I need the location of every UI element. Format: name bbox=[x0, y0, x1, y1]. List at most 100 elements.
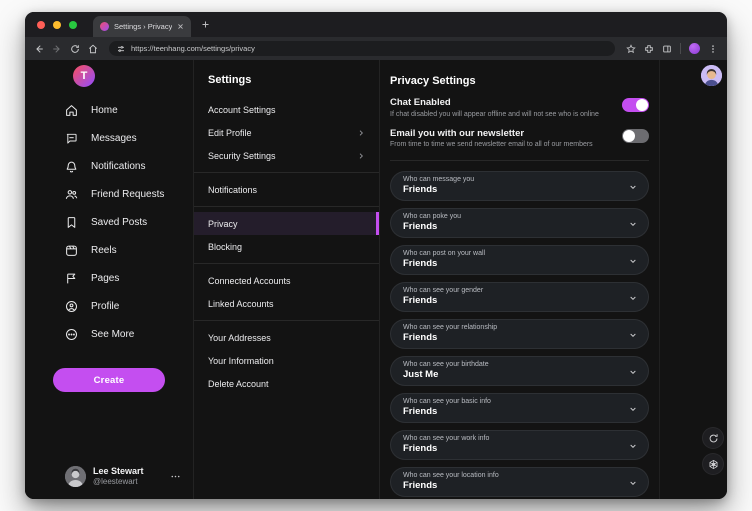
sidebar-item-messages[interactable]: Messages bbox=[25, 124, 193, 152]
dropdown-who-can-see-your-birthdate[interactable]: Who can see your birthdate Just Me bbox=[390, 356, 649, 386]
browser-tab[interactable]: Settings › Privacy bbox=[93, 16, 191, 37]
settings-nav-item-delete-account[interactable]: Delete Account bbox=[194, 372, 379, 395]
profile-avatar[interactable] bbox=[701, 65, 722, 86]
browser-profile-avatar[interactable] bbox=[689, 43, 700, 54]
settings-nav-item-connected-accounts[interactable]: Connected Accounts bbox=[194, 269, 379, 292]
reels-icon bbox=[66, 245, 77, 256]
tab-title: Settings › Privacy bbox=[114, 22, 172, 31]
create-button[interactable]: Create bbox=[53, 368, 165, 392]
sidebar: T Home Messages Notifications Friend Req… bbox=[25, 60, 193, 499]
site-settings-icon[interactable] bbox=[117, 45, 125, 53]
zoom-button[interactable] bbox=[69, 20, 77, 29]
settings-nav-label: Blocking bbox=[208, 241, 243, 252]
more-icon bbox=[66, 328, 77, 340]
app-body: T Home Messages Notifications Friend Req… bbox=[25, 60, 727, 499]
sidebar-item-friend-requests[interactable]: Friend Requests bbox=[25, 180, 193, 208]
settings-nav-item-security-settings[interactable]: Security Settings bbox=[194, 144, 379, 167]
newsletter-toggle[interactable] bbox=[622, 128, 649, 143]
refresh-fab[interactable] bbox=[702, 427, 724, 449]
dropdown-who-can-post-on-your-wall[interactable]: Who can post on your wall Friends bbox=[390, 245, 649, 275]
divider bbox=[194, 172, 379, 173]
current-user[interactable]: Lee Stewart @leestewart bbox=[25, 466, 193, 489]
settings-nav-label: Edit Profile bbox=[208, 127, 252, 138]
app-logo[interactable]: T bbox=[73, 65, 95, 87]
user-handle: @leestewart bbox=[93, 477, 138, 486]
address-bar[interactable]: https://teenhang.com/settings/privacy bbox=[109, 41, 615, 56]
toggle-knob bbox=[636, 99, 648, 111]
sidebar-item-label: Pages bbox=[91, 272, 120, 284]
dropdown-who-can-see-your-gender[interactable]: Who can see your gender Friends bbox=[390, 282, 649, 312]
sidebar-item-label: See More bbox=[91, 328, 135, 340]
settings-nav-item-account-settings[interactable]: Account Settings bbox=[194, 98, 379, 121]
bookmark-star-icon[interactable] bbox=[626, 43, 636, 54]
dropdown-label: Who can post on your wall bbox=[403, 250, 486, 257]
reload-icon[interactable] bbox=[70, 44, 80, 54]
sidebar-item-home[interactable]: Home bbox=[25, 96, 193, 124]
settings-nav-title: Settings bbox=[208, 74, 252, 86]
theme-fab[interactable] bbox=[702, 453, 724, 475]
dropdown-value: Friends bbox=[403, 443, 438, 454]
forward-icon[interactable] bbox=[52, 44, 62, 54]
active-indicator bbox=[376, 212, 379, 235]
home-nav-icon[interactable] bbox=[88, 44, 98, 54]
dropdown-who-can-message-you[interactable]: Who can message you Friends bbox=[390, 171, 649, 201]
chevron-down-icon bbox=[630, 259, 636, 263]
extensions-icon[interactable] bbox=[644, 44, 654, 54]
logo-letter: T bbox=[80, 70, 88, 82]
dropdown-who-can-poke-you[interactable]: Who can poke you Friends bbox=[390, 208, 649, 238]
dropdown-label: Who can see your work info bbox=[403, 435, 490, 442]
settings-nav-label: Delete Account bbox=[208, 378, 269, 389]
sidebar-item-notifications[interactable]: Notifications bbox=[25, 152, 193, 180]
dropdown-who-can-see-your-relationship[interactable]: Who can see your relationship Friends bbox=[390, 319, 649, 349]
chevron-down-icon bbox=[630, 370, 636, 374]
sidebar-item-reels[interactable]: Reels bbox=[25, 236, 193, 264]
settings-nav-label: Security Settings bbox=[208, 150, 276, 161]
back-icon[interactable] bbox=[34, 44, 44, 54]
toggle-row-chat-enabled: Chat Enabled If chat disabled you will a… bbox=[390, 97, 649, 118]
dropdown-who-can-see-your-basic-info[interactable]: Who can see your basic info Friends bbox=[390, 393, 649, 423]
tab-close-icon[interactable] bbox=[177, 23, 184, 30]
new-tab-icon[interactable] bbox=[201, 20, 210, 29]
chevron-down-icon bbox=[630, 407, 636, 411]
dropdown-who-can-see-your-location-info[interactable]: Who can see your location info Friends bbox=[390, 467, 649, 497]
sidebar-item-see-more[interactable]: See More bbox=[25, 320, 193, 348]
sidebar-item-label: Friend Requests bbox=[91, 188, 165, 200]
dropdown-value: Friends bbox=[403, 221, 438, 232]
close-button[interactable] bbox=[37, 20, 45, 29]
chat-enabled-toggle[interactable] bbox=[622, 98, 649, 112]
user-more-icon[interactable] bbox=[170, 471, 181, 482]
minimize-button[interactable] bbox=[53, 20, 61, 29]
dropdown-label: Who can see your birthdate bbox=[403, 361, 489, 368]
dropdown-label: Who can poke you bbox=[403, 213, 461, 220]
settings-nav-item-privacy[interactable]: Privacy bbox=[194, 212, 379, 235]
toggle-description: From time to time we send newsletter ema… bbox=[390, 141, 593, 148]
sidebar-item-pages[interactable]: Pages bbox=[25, 264, 193, 292]
settings-nav-item-your-information[interactable]: Your Information bbox=[194, 349, 379, 372]
settings-nav-item-linked-accounts[interactable]: Linked Accounts bbox=[194, 292, 379, 315]
web-icon bbox=[709, 459, 717, 469]
sidebar-item-saved-posts[interactable]: Saved Posts bbox=[25, 208, 193, 236]
dropdown-value: Friends bbox=[403, 295, 438, 306]
sidebar-nav: Home Messages Notifications Friend Reque… bbox=[25, 96, 193, 348]
settings-nav-item-blocking[interactable]: Blocking bbox=[194, 235, 379, 258]
settings-nav-item-notifications[interactable]: Notifications bbox=[194, 178, 379, 201]
chevron-right-icon bbox=[359, 152, 363, 159]
user-meta: Lee Stewart @leestewart bbox=[93, 466, 144, 487]
menu-kebab-icon[interactable] bbox=[708, 44, 718, 54]
toggle-row-newsletter: Email you with our newsletter From time … bbox=[390, 128, 649, 148]
floating-actions bbox=[702, 427, 724, 475]
dropdown-who-can-see-your-work-info[interactable]: Who can see your work info Friends bbox=[390, 430, 649, 460]
settings-nav-item-edit-profile[interactable]: Edit Profile bbox=[194, 121, 379, 144]
dropdown-label: Who can see your location info bbox=[403, 472, 499, 479]
settings-nav-label: Your Addresses bbox=[208, 332, 271, 343]
side-panel-icon[interactable] bbox=[662, 44, 672, 54]
dropdown-value: Friends bbox=[403, 332, 438, 343]
settings-nav-label: Notifications bbox=[208, 184, 258, 195]
divider bbox=[194, 263, 379, 264]
dropdown-value: Friends bbox=[403, 406, 438, 417]
dropdown-value: Just Me bbox=[403, 369, 439, 380]
settings-nav-item-your-addresses[interactable]: Your Addresses bbox=[194, 326, 379, 349]
sidebar-item-profile[interactable]: Profile bbox=[25, 292, 193, 320]
window-controls bbox=[37, 20, 77, 29]
settings-nav: Settings Account Settings Edit Profile S… bbox=[193, 60, 380, 499]
